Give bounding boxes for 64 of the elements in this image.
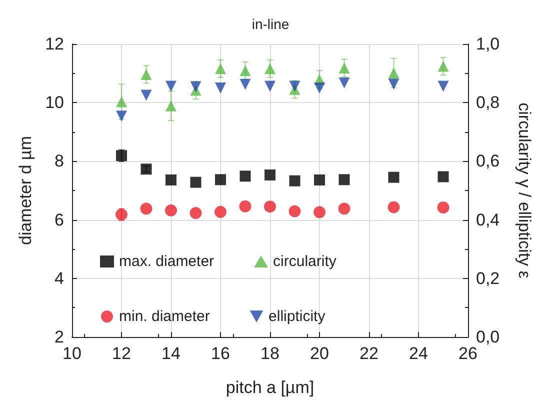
point — [264, 80, 276, 92]
legend-label: ellipticity — [268, 308, 326, 325]
y2-axis-title: circularity γ / ellipticity ε — [515, 102, 534, 279]
point — [338, 202, 350, 215]
point — [314, 174, 325, 186]
point — [166, 100, 176, 112]
x-tick-label: 20 — [310, 344, 329, 363]
point — [140, 90, 152, 101]
y-tick-label: 4 — [54, 268, 64, 288]
point — [338, 62, 350, 74]
point — [240, 170, 251, 182]
y2-tick-label: 0,0 — [476, 328, 500, 346]
x-tick-label: 16 — [211, 344, 230, 363]
x-tick-label: 12 — [112, 344, 131, 363]
point — [215, 174, 226, 186]
y-axis-title: diameter d µm — [16, 136, 36, 245]
y2-tick-label: 0,2 — [476, 268, 500, 288]
point — [165, 204, 177, 216]
point — [438, 60, 449, 72]
point — [166, 174, 176, 186]
point — [264, 169, 276, 180]
point — [116, 96, 127, 108]
point — [190, 207, 202, 220]
point — [438, 80, 449, 92]
y-tick-label: 6 — [54, 210, 64, 230]
point — [388, 201, 400, 214]
x-tick-label: 18 — [260, 344, 280, 363]
point — [116, 150, 127, 162]
point — [214, 206, 226, 218]
x-axis-title: pitch a [µm] — [226, 378, 314, 397]
chart-title: in-line — [252, 16, 290, 32]
point — [240, 65, 251, 76]
point — [215, 82, 226, 94]
point — [438, 171, 449, 182]
point — [140, 68, 152, 80]
point — [239, 200, 252, 212]
legend-label: max. diameter — [119, 253, 214, 270]
x-tick-label: 26 — [458, 344, 478, 363]
y-tick-label: 8 — [54, 152, 64, 171]
point — [314, 206, 326, 218]
point — [264, 200, 276, 213]
point — [288, 205, 301, 218]
x-tick-label: 24 — [409, 344, 428, 363]
y2-tick-label: 1,0 — [476, 34, 500, 54]
y2-tick-label: 0,4 — [476, 210, 500, 230]
point — [190, 176, 202, 188]
y-tick-label: 12 — [45, 34, 64, 54]
point — [388, 68, 400, 79]
x-tick-label: 22 — [360, 344, 378, 363]
y2-tick-label: 0,8 — [476, 93, 500, 112]
point — [388, 172, 400, 183]
x-tick-label: 14 — [162, 344, 180, 363]
legend-label: min. diameter — [119, 308, 210, 325]
y2-tick-label: 0,6 — [476, 152, 500, 171]
point — [289, 175, 300, 186]
y-tick-label: 2 — [54, 328, 64, 346]
point — [437, 201, 450, 214]
y-tick-label: 10 — [45, 93, 64, 112]
point — [215, 63, 226, 74]
point — [140, 202, 152, 215]
legend-label: circularity — [273, 253, 337, 270]
point — [338, 174, 350, 186]
point — [264, 63, 276, 74]
point — [116, 208, 128, 221]
